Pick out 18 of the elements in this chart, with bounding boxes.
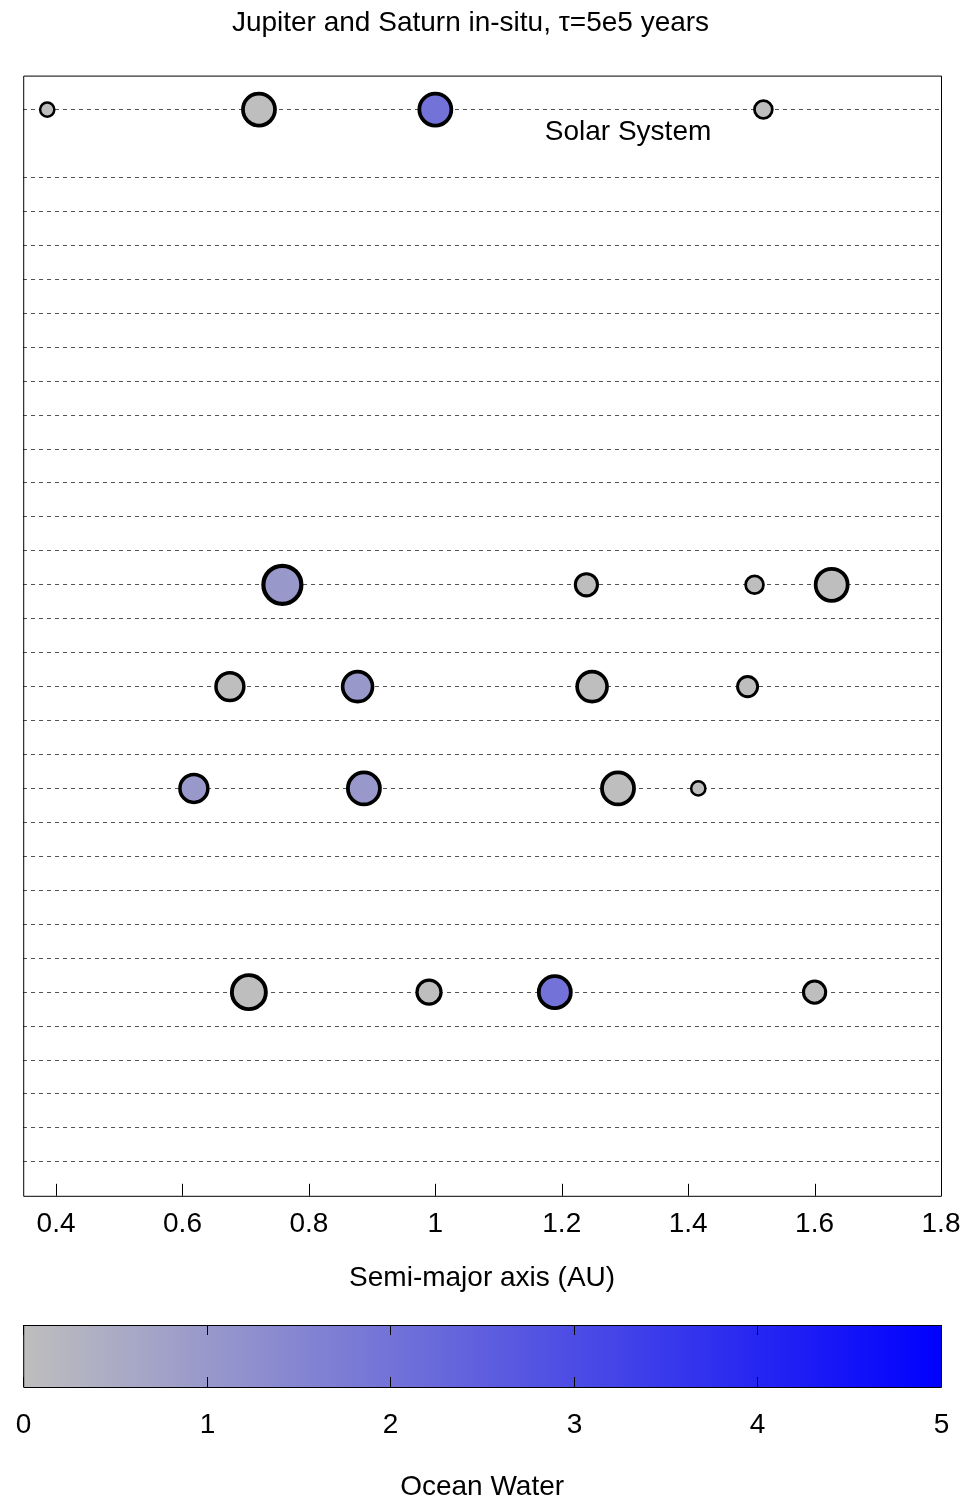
x-tick-label: 1.2 (542, 1207, 582, 1239)
color-bar-label: 3 (566, 1407, 583, 1439)
x-tick-label: 0.6 (163, 1207, 202, 1239)
color-bar-label: 5 (933, 1407, 950, 1439)
x-tick-label: 1 (427, 1207, 444, 1239)
x-tick-label: 1.8 (921, 1207, 961, 1239)
x-tick-label: 1.6 (795, 1207, 835, 1239)
x-axis-title: Semi-major axis (AU) (349, 1260, 616, 1292)
chart-title: Jupiter and Saturn in-situ, τ=5e5 years (231, 5, 710, 37)
color-bar-label: 1 (199, 1407, 216, 1439)
x-tick-label: 0.4 (36, 1207, 76, 1239)
x-tick-label: 0.8 (289, 1207, 329, 1239)
color-bar-title: Ocean Water (400, 1469, 565, 1501)
annotation: Solar System (544, 115, 712, 147)
color-bar-label: 4 (749, 1407, 766, 1439)
x-tick-label: 1.4 (668, 1207, 708, 1239)
color-bar-label: 0 (15, 1407, 32, 1439)
color-bar-label: 2 (382, 1407, 399, 1439)
